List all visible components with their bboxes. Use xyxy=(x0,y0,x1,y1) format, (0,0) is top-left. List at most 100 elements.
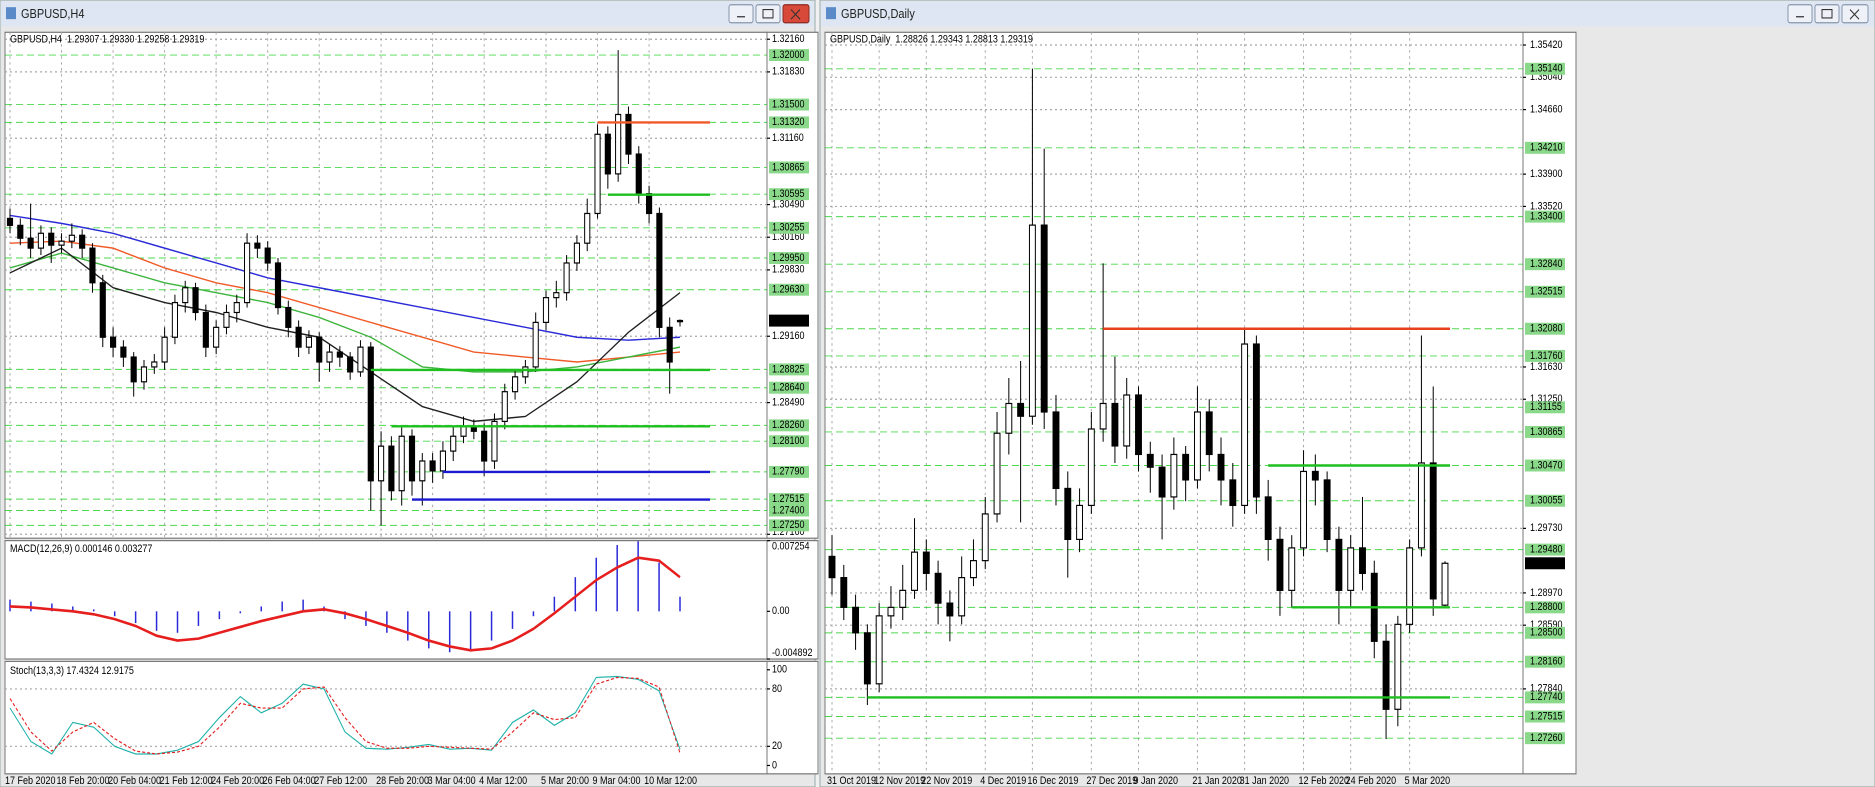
candle-body xyxy=(615,113,622,175)
candle-body xyxy=(553,292,560,299)
level-label-box xyxy=(1525,710,1565,723)
candle-body xyxy=(120,346,127,358)
level-label-box xyxy=(1525,322,1565,335)
candle-body xyxy=(1359,547,1366,574)
maximize-button[interactable] xyxy=(755,4,781,24)
level-label-box xyxy=(1525,626,1565,639)
level-label: 1.29480 xyxy=(1530,544,1563,556)
candle-body xyxy=(970,560,977,579)
window-icon xyxy=(826,7,836,20)
level-label-box xyxy=(769,519,809,532)
y-tick-label: 1.33520 xyxy=(1530,201,1563,213)
candle-body xyxy=(1205,411,1213,456)
moving-average xyxy=(9,240,681,363)
level-label-box xyxy=(1525,543,1565,556)
level-label: 1.32080 xyxy=(1530,323,1563,335)
level-label-box xyxy=(1525,732,1565,745)
x-tick-label: 12 Feb 2020 xyxy=(1299,775,1350,787)
level-label: 1.27400 xyxy=(772,505,805,517)
y-tick-label: 1.29730 xyxy=(1530,523,1563,535)
candle-body xyxy=(1040,224,1048,413)
candle-body xyxy=(1052,411,1060,490)
candle-body xyxy=(1158,466,1166,498)
level-label-box xyxy=(769,435,809,448)
candle-body xyxy=(316,336,323,363)
candle-body xyxy=(1229,479,1237,507)
level-label: 1.27515 xyxy=(1530,711,1563,723)
candle-body xyxy=(1064,487,1072,540)
level-label: 1.29950 xyxy=(772,252,805,264)
candle-body xyxy=(863,632,871,685)
candle-body xyxy=(887,606,895,617)
level-label: 1.27515 xyxy=(772,493,805,505)
window-icon xyxy=(6,7,16,20)
candle-body xyxy=(512,376,519,393)
candle-body xyxy=(875,615,883,685)
candle-body xyxy=(171,301,179,338)
title-bar[interactable] xyxy=(1,1,814,27)
minimize-button[interactable] xyxy=(728,4,754,24)
x-tick-label: 10 Mar 12:00 xyxy=(644,775,697,787)
level-label-box xyxy=(1525,285,1565,298)
plot-area xyxy=(824,31,1524,775)
title-bar[interactable] xyxy=(821,1,1874,27)
button-icons xyxy=(1796,8,1860,20)
candle-body xyxy=(378,445,385,482)
level-label-box xyxy=(769,161,809,174)
candle-body xyxy=(6,217,14,226)
candle-body xyxy=(1170,453,1178,498)
minimize-button[interactable] xyxy=(1787,4,1813,24)
level-label: 1.33400 xyxy=(1530,211,1563,223)
candle-body xyxy=(625,113,632,155)
candle-body xyxy=(17,224,24,239)
price-box xyxy=(769,314,809,327)
y-tick-label: 1.30490 xyxy=(772,199,805,211)
level-label-box xyxy=(769,465,809,478)
level-label-box xyxy=(1525,494,1565,507)
candle-body xyxy=(130,356,137,383)
candle-body xyxy=(542,297,550,323)
candle-body xyxy=(635,153,642,195)
stoch-signal xyxy=(9,676,681,755)
level-label-box xyxy=(1525,655,1565,668)
candle-body xyxy=(408,435,416,482)
indicator-header: MACD(12,26,9) 0.000146 0.003277 xyxy=(10,543,153,555)
plot-area xyxy=(4,540,768,660)
x-tick-label: 5 Mar 20:00 xyxy=(541,775,589,787)
x-tick-label: 27 Feb 12:00 xyxy=(314,775,367,787)
y-tick-label: 100 xyxy=(772,664,787,676)
candle-body xyxy=(958,577,966,617)
candle-body xyxy=(1406,547,1414,625)
moving-average xyxy=(9,247,681,423)
candle-body xyxy=(1429,462,1437,600)
level-label: 1.31320 xyxy=(772,117,805,129)
candle-body xyxy=(1099,402,1107,430)
x-tick-label: 16 Dec 2019 xyxy=(1027,775,1078,787)
candle-body xyxy=(305,336,313,348)
y-tick-label: -0.004892 xyxy=(772,647,813,659)
candle-body xyxy=(151,361,158,368)
candle-body xyxy=(1323,479,1331,540)
candle-body xyxy=(1300,470,1307,549)
candle-body xyxy=(1382,640,1390,710)
y-tick-label: 1.31250 xyxy=(1530,393,1563,405)
x-tick-label: 22 Nov 2019 xyxy=(921,775,972,787)
level-label-box xyxy=(769,493,809,506)
candle-body xyxy=(1441,562,1449,606)
y-tick-label: 1.30160 xyxy=(772,231,805,243)
candle-body xyxy=(1217,453,1225,481)
candle-body xyxy=(922,551,930,574)
y-tick-label: 1.27160 xyxy=(772,526,805,538)
moving-average xyxy=(9,252,681,373)
candle-body xyxy=(1288,547,1296,591)
candle-body xyxy=(161,336,168,363)
candle-body xyxy=(1276,538,1284,591)
candle-body xyxy=(388,445,395,492)
level-label-box xyxy=(1525,459,1565,472)
candle-body xyxy=(99,282,106,338)
maximize-button[interactable] xyxy=(1814,4,1840,24)
level-label: 1.31155 xyxy=(1530,401,1562,413)
candle-body xyxy=(1111,402,1119,447)
level-label-box xyxy=(1525,210,1565,223)
candle-body xyxy=(367,346,374,482)
